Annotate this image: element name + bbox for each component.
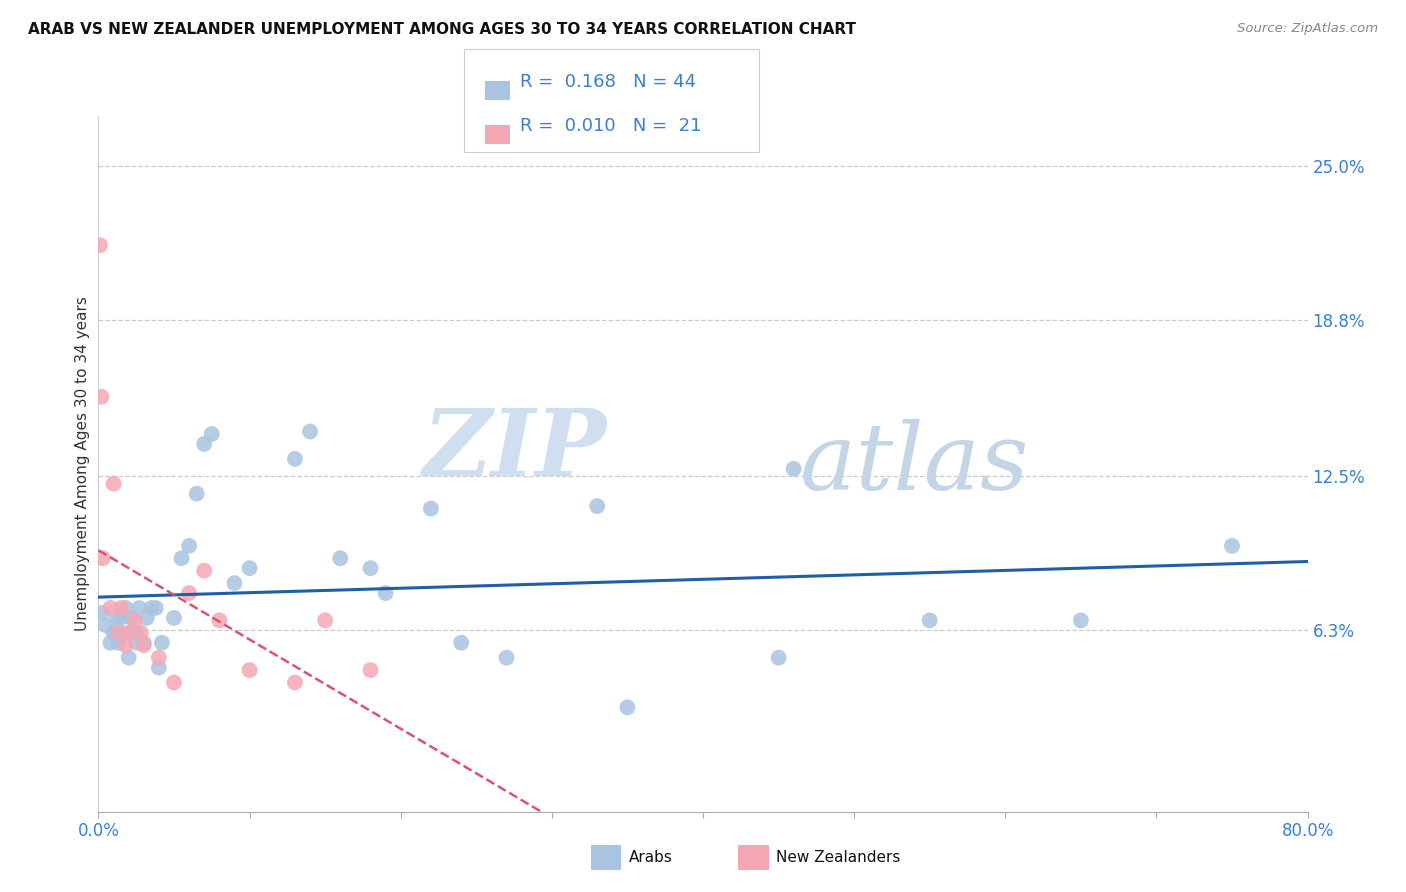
Point <box>103 476 125 491</box>
Text: R =  0.010   N =  21: R = 0.010 N = 21 <box>520 117 702 135</box>
Point <box>90 606 112 620</box>
Point <box>299 425 322 439</box>
Point <box>495 650 517 665</box>
Point <box>125 636 148 650</box>
Point <box>90 390 112 404</box>
Point <box>374 586 396 600</box>
Point <box>145 601 167 615</box>
Point <box>239 561 262 575</box>
Point <box>193 437 215 451</box>
Point <box>616 700 638 714</box>
Point <box>121 611 143 625</box>
Text: ZIP: ZIP <box>422 405 606 495</box>
Point <box>918 614 941 628</box>
Point <box>94 618 117 632</box>
Point <box>103 625 125 640</box>
Point <box>163 611 186 625</box>
Point <box>360 561 382 575</box>
Point <box>118 625 141 640</box>
Point <box>100 601 122 615</box>
Point <box>107 625 129 640</box>
Point <box>193 564 215 578</box>
Point <box>284 451 307 466</box>
Point <box>224 576 246 591</box>
Point <box>89 238 111 252</box>
Text: Arabs: Arabs <box>628 850 672 864</box>
Y-axis label: Unemployment Among Ages 30 to 34 years: Unemployment Among Ages 30 to 34 years <box>75 296 90 632</box>
Text: atlas: atlas <box>800 419 1029 508</box>
Text: ARAB VS NEW ZEALANDER UNEMPLOYMENT AMONG AGES 30 TO 34 YEARS CORRELATION CHART: ARAB VS NEW ZEALANDER UNEMPLOYMENT AMONG… <box>28 22 856 37</box>
Point <box>129 625 152 640</box>
Point <box>768 650 790 665</box>
Point <box>110 611 132 625</box>
Point <box>132 638 155 652</box>
Point <box>1070 614 1092 628</box>
Point <box>1220 539 1243 553</box>
Point <box>135 611 157 625</box>
Point <box>170 551 193 566</box>
Point <box>420 501 443 516</box>
Point <box>121 625 143 640</box>
Point <box>148 650 170 665</box>
Point <box>150 636 173 650</box>
Point <box>329 551 352 566</box>
Point <box>125 625 148 640</box>
Point <box>314 614 336 628</box>
Point <box>132 636 155 650</box>
Point <box>148 660 170 674</box>
Point <box>179 539 201 553</box>
Point <box>239 663 262 677</box>
Point <box>114 638 136 652</box>
Point <box>91 551 114 566</box>
Text: Source: ZipAtlas.com: Source: ZipAtlas.com <box>1237 22 1378 36</box>
Point <box>118 650 141 665</box>
Point <box>201 427 224 442</box>
Text: R =  0.168   N = 44: R = 0.168 N = 44 <box>520 73 696 91</box>
Point <box>586 499 609 513</box>
Point <box>179 586 201 600</box>
Text: New Zealanders: New Zealanders <box>776 850 900 864</box>
Point <box>107 636 129 650</box>
Point <box>450 636 472 650</box>
Point <box>110 625 132 640</box>
Point <box>783 462 806 476</box>
Point <box>114 601 136 615</box>
Point <box>105 611 128 625</box>
Point <box>100 636 122 650</box>
Point <box>124 614 146 628</box>
Point <box>284 675 307 690</box>
Point <box>141 601 163 615</box>
Point <box>186 486 208 500</box>
Point <box>128 601 150 615</box>
Point <box>208 614 231 628</box>
Point <box>163 675 186 690</box>
Point <box>360 663 382 677</box>
Point <box>110 601 132 615</box>
